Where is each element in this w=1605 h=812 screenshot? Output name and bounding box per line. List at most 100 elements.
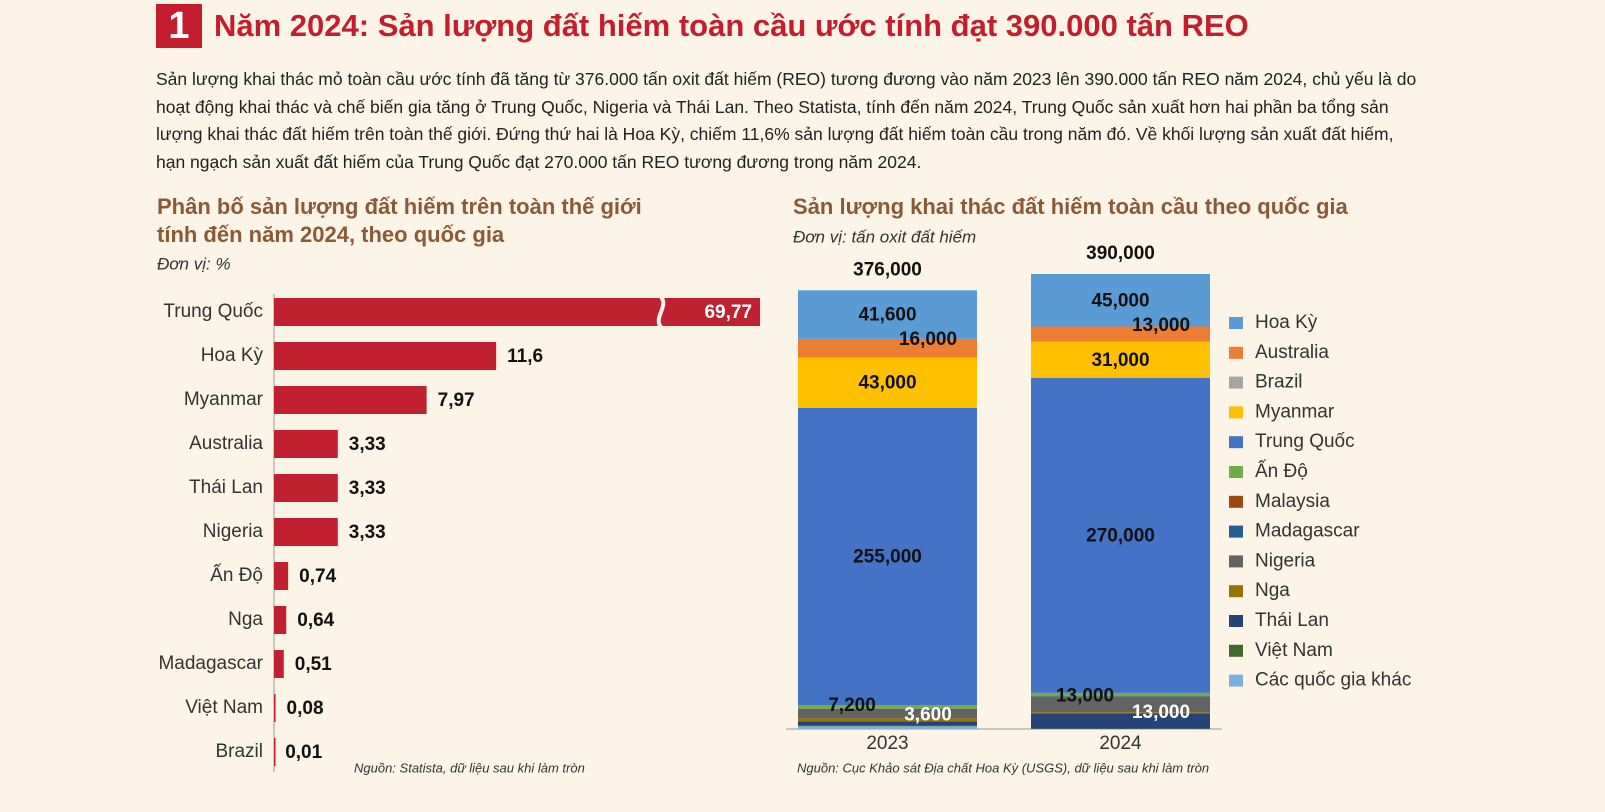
value-label: 3,33 [349, 522, 386, 543]
category-label: Ấn Độ [210, 564, 263, 586]
value-label: 270,000 [1086, 525, 1155, 546]
legend-swatch [1229, 615, 1243, 627]
bar [274, 298, 761, 326]
bar-segment [798, 338, 977, 358]
bar [274, 386, 427, 414]
chart-subtitle: Đơn vị: % [157, 254, 231, 273]
legend-swatch [1229, 644, 1243, 657]
bar-segment [798, 708, 977, 710]
legend-swatch [1229, 495, 1243, 508]
bar [274, 474, 338, 502]
total-label: 390,000 [1086, 243, 1155, 264]
value-label: 69,77 [704, 302, 752, 323]
legend-label: Trung Quốc [1255, 431, 1355, 452]
bar-segment [798, 357, 977, 408]
bar-segment [798, 290, 977, 339]
category-label: Madagascar [158, 653, 263, 674]
x-tick-label: 2024 [1099, 733, 1142, 754]
bar-segment [1031, 274, 1210, 327]
legend-swatch [1229, 466, 1243, 478]
intro-paragraph: Sản lượng khai thác mỏ toàn cầu ước tính… [156, 69, 1417, 172]
category-label: Australia [189, 433, 263, 454]
value-label: 11,6 [507, 346, 543, 367]
legend-swatch [1229, 406, 1243, 419]
value-label: 43,000 [858, 373, 916, 394]
chart-source: Nguồn: Cục Khảo sát Địa chất Hoa Kỳ (USG… [797, 760, 1209, 775]
value-label: 7,200 [828, 695, 876, 716]
bar [274, 694, 276, 722]
bar [274, 650, 284, 678]
legend-label: Nga [1255, 580, 1290, 601]
value-label: 0,74 [299, 566, 336, 587]
value-label: 0,51 [295, 654, 332, 675]
bar-segment [1031, 712, 1210, 714]
value-label: 31,000 [1091, 350, 1149, 371]
chart-title: tính đến năm 2024, theo quốc gia [157, 222, 505, 247]
category-label: Trung Quốc [163, 301, 263, 322]
bar-segment [798, 725, 977, 727]
bar-segment [798, 721, 977, 726]
axis-break [656, 295, 666, 329]
bar-segment [798, 726, 977, 729]
value-label: 3,600 [904, 704, 952, 725]
bar [274, 518, 338, 546]
total-label: 376,000 [853, 259, 922, 280]
bar [274, 430, 338, 458]
legend-label: Ấn Độ [1255, 460, 1308, 482]
bar-segment [1031, 326, 1210, 342]
bar-segment [1031, 377, 1210, 693]
legend-swatch [1229, 436, 1243, 449]
bar-segment [798, 718, 977, 722]
legend-label: Malaysia [1255, 491, 1330, 512]
bar [274, 562, 289, 590]
category-label: Nga [228, 609, 263, 630]
category-label: Thái Lan [189, 477, 263, 498]
value-label: 16,000 [899, 329, 957, 350]
category-label: Nigeria [203, 521, 264, 542]
bar-segment [798, 705, 977, 709]
legend-swatch [1229, 525, 1243, 538]
legend-swatch [1229, 555, 1243, 568]
legend-label: Việt Nam [1255, 640, 1333, 661]
value-label: 13,000 [1132, 315, 1190, 336]
value-label: 0,08 [287, 698, 324, 719]
legend-swatch [1229, 585, 1243, 598]
category-label: Việt Nam [185, 697, 263, 718]
value-label: 41,600 [858, 305, 916, 326]
chart-title: Sản lượng khai thác đất hiếm toàn cầu th… [793, 194, 1349, 219]
legend-swatch [1229, 346, 1243, 359]
legend-swatch [1229, 376, 1243, 389]
value-label: 3,33 [349, 434, 386, 455]
category-label: Brazil [215, 741, 263, 762]
legend-swatch [1229, 674, 1243, 687]
bar-segment [1031, 713, 1210, 729]
value-label: 13,000 [1056, 686, 1114, 707]
category-label: Hoa Kỳ [201, 345, 264, 366]
bar-segment [1031, 697, 1210, 713]
legend-label: Hoa Kỳ [1255, 312, 1318, 333]
value-label: 0,64 [297, 610, 334, 631]
value-label: 45,000 [1091, 290, 1149, 311]
bar-segment [798, 709, 977, 719]
legend-label: Myanmar [1255, 401, 1335, 422]
bar [274, 738, 276, 766]
bar [274, 606, 287, 634]
chart-subtitle: Đơn vị: tấn oxit đất hiếm [793, 227, 976, 246]
value-label: 7,97 [438, 390, 475, 411]
chart-title: Phân bố sản lượng đất hiếm trên toàn thế… [157, 194, 642, 219]
value-label: 255,000 [853, 547, 922, 568]
bar [274, 342, 497, 370]
page-title: Năm 2024: Sản lượng đất hiếm toàn cầu ướ… [214, 8, 1249, 43]
value-label: 13,000 [1132, 702, 1190, 723]
bar-segment [1031, 696, 1210, 698]
section-number: 1 [156, 4, 202, 48]
legend-label: Thái Lan [1255, 610, 1329, 631]
category-label: Myanmar [184, 389, 264, 410]
bar-segment [798, 407, 977, 706]
legend-label: Các quốc gia khác [1255, 670, 1411, 691]
bar-segment [1031, 692, 1210, 697]
value-label: 0,01 [285, 742, 322, 763]
chart-source: Nguồn: Statista, dữ liệu sau khi làm trò… [354, 760, 585, 775]
